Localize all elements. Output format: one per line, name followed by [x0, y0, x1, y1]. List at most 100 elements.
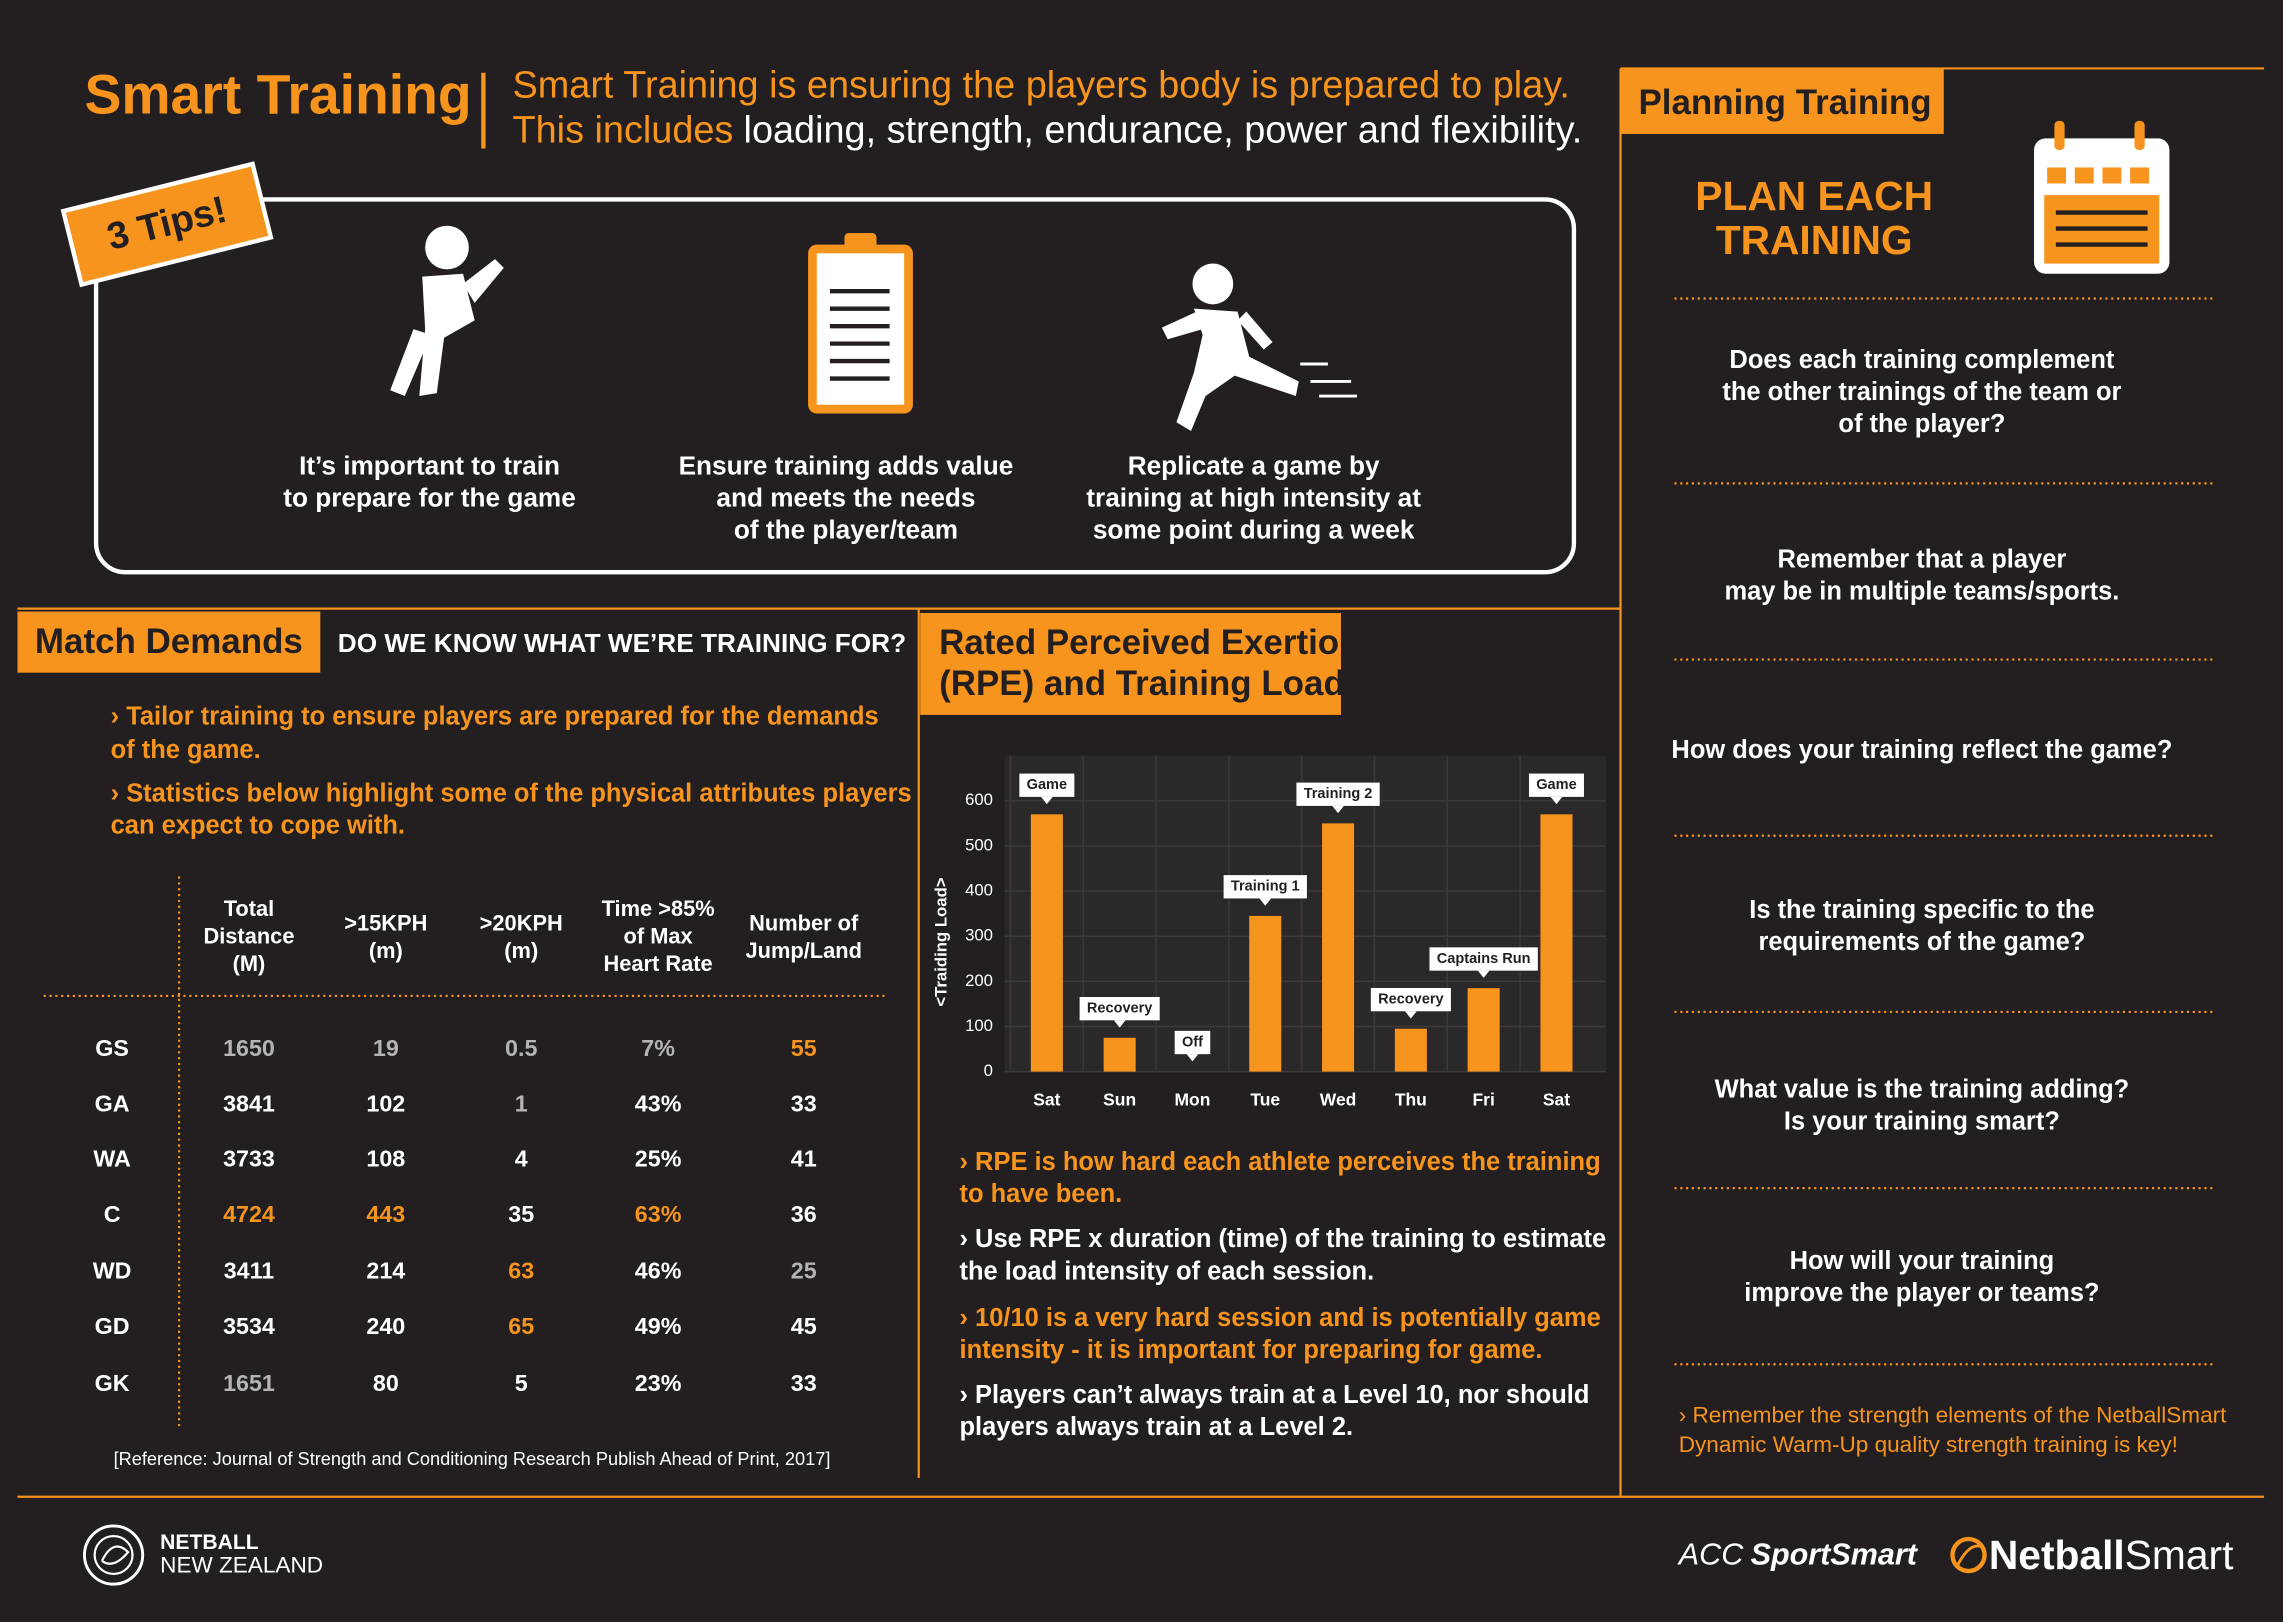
section-title: Planning Training	[1638, 83, 1931, 122]
row-label: GA	[95, 1090, 130, 1116]
table-header: Heart Rate	[604, 951, 713, 976]
tips-badge	[60, 161, 274, 288]
section-question: DO WE KNOW WHAT WE’RE TRAINING FOR?	[338, 628, 906, 658]
bar-label-box	[1223, 875, 1307, 899]
bullet: to have been.	[960, 1180, 1123, 1208]
table-cell: 36	[791, 1201, 817, 1227]
plan-heading: TRAINING	[1716, 217, 1913, 263]
tip-text: of the player/team	[734, 514, 958, 544]
table-header: Distance	[203, 923, 294, 948]
table-header: Time >85%	[602, 896, 715, 921]
bar	[1540, 814, 1573, 1072]
bar-label-pointer	[1041, 796, 1053, 805]
y-tick-label: 200	[965, 971, 993, 990]
tip-text: training at high intensity at	[1086, 482, 1421, 512]
icon-athlete	[390, 225, 504, 397]
x-tick-label: Sun	[1103, 1089, 1136, 1109]
bar-label: Game	[1027, 777, 1067, 793]
sportsmart: SportSmart	[1751, 1538, 1919, 1572]
intro-lead: This includes	[513, 110, 734, 152]
x-tick-label: Thu	[1395, 1089, 1427, 1109]
bar-label: Captains Run	[1437, 951, 1531, 967]
bullet: players always train at a Level 2.	[960, 1413, 1354, 1441]
bar-label-box	[1296, 782, 1380, 806]
match-banner	[17, 611, 321, 673]
tip-text: some point during a week	[1093, 514, 1415, 544]
note: Dynamic Warm-Up quality strength trainin…	[1679, 1432, 2178, 1457]
row-label: WD	[93, 1258, 132, 1284]
intro-line: This includes loading, strength, enduranc…	[513, 110, 1583, 152]
table-cell: 1651	[223, 1370, 275, 1396]
bar-label: Game	[1536, 777, 1576, 793]
bar-label: Recovery	[1087, 1000, 1153, 1016]
intro-line: Smart Training is ensuring the players b…	[513, 64, 1570, 106]
bar-label: Off	[1182, 1034, 1203, 1050]
bar-label-pointer	[1550, 796, 1563, 805]
x-tick-label: Wed	[1320, 1089, 1357, 1109]
table-header: (m)	[369, 938, 403, 963]
bullet: the load intensity of each session.	[960, 1257, 1375, 1285]
table-cell: 80	[373, 1370, 399, 1396]
icon-calendar	[2034, 120, 2170, 274]
table-header: Total	[224, 896, 275, 921]
netball-nz-logo	[82, 1524, 145, 1586]
table-cell: 43%	[635, 1090, 682, 1116]
row-label: GS	[95, 1035, 129, 1061]
bar	[1467, 988, 1500, 1072]
bar-label: Training 1	[1231, 879, 1300, 895]
question: How will your training	[1790, 1247, 2055, 1275]
tip-text: Ensure training adds value	[679, 450, 1014, 480]
x-tick-label: Mon	[1175, 1089, 1211, 1109]
x-tick-label: Fri	[1472, 1089, 1494, 1109]
bullet: › RPE is how hard each athlete perceives…	[960, 1148, 1601, 1176]
bar	[1103, 1037, 1136, 1072]
planning-banner	[1620, 68, 1944, 134]
table-cell: 65	[508, 1313, 534, 1339]
bullet: › Tailor training to ensure players are …	[111, 703, 879, 731]
table-cell: 3534	[223, 1313, 275, 1339]
section-title: Rated Perceived Exertion	[939, 623, 1360, 662]
table-cell: 23%	[635, 1370, 682, 1396]
table-cell: 25%	[635, 1146, 682, 1172]
table-cell: 3841	[223, 1090, 275, 1116]
question: Is the training specific to the	[1749, 896, 2094, 924]
question: How does your training reflect the game?	[1671, 736, 2172, 764]
bullet: › Players can’t always train at a Level …	[960, 1381, 1590, 1409]
acc-sportsmart: ACC SportSmart	[1677, 1538, 1919, 1572]
table-cell: 4724	[223, 1201, 275, 1227]
title: Smart Training	[84, 64, 471, 126]
rpe-banner	[920, 612, 1341, 715]
netball: Netball	[1989, 1532, 2125, 1578]
table-header: Number of	[749, 910, 859, 935]
table-cell: 19	[373, 1035, 399, 1061]
acc: ACC	[1677, 1538, 1744, 1572]
table-cell: 443	[366, 1201, 405, 1227]
table-cell: 7%	[641, 1035, 675, 1061]
bar-label-pointer	[1113, 1020, 1126, 1028]
y-axis-title: <Traiding Load>	[931, 877, 950, 1006]
bar-label: Recovery	[1378, 991, 1444, 1007]
table-cell: 1	[515, 1090, 528, 1116]
bar-label-pointer	[1186, 1054, 1199, 1062]
bar-label-pointer	[1332, 805, 1344, 814]
bar	[1249, 915, 1282, 1072]
table-cell: 35	[508, 1201, 534, 1227]
reference: [Reference: Journal of Strength and Cond…	[114, 1449, 831, 1469]
table-cell: 108	[366, 1146, 405, 1172]
table-header: >20KPH	[480, 910, 563, 935]
tip-text: and meets the needs	[716, 482, 975, 512]
table-cell: 25	[791, 1258, 817, 1284]
bar-label-box	[1370, 987, 1451, 1012]
netballsmart-logo	[1950, 1536, 1987, 1574]
question: may be in multiple teams/sports.	[1724, 577, 2119, 605]
bullet: › Use RPE x duration (time) of the train…	[960, 1225, 1607, 1253]
row-label: GD	[95, 1313, 130, 1339]
bar-label-pointer	[1405, 1011, 1417, 1019]
separators	[43, 297, 2214, 1427]
bullet: › Statistics below highlight some of the…	[111, 780, 912, 808]
y-tick-label: 400	[965, 881, 993, 900]
bar-label-box	[1528, 773, 1584, 797]
